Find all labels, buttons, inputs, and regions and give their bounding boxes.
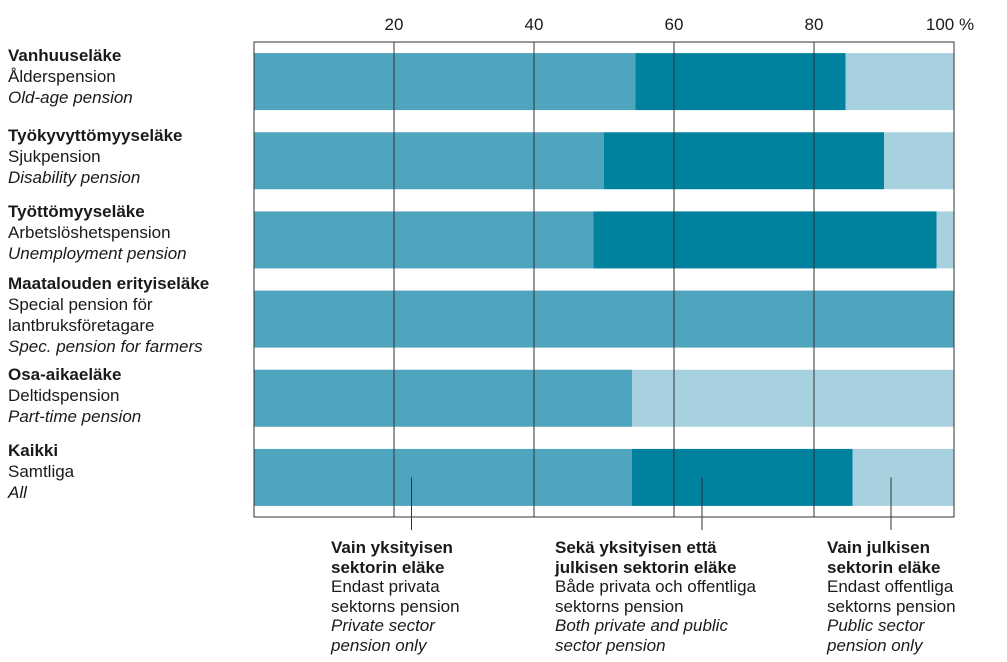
legend-label-fi: Sekä yksityisen että [555, 538, 717, 557]
plot-frame [253, 41, 955, 518]
category-name-sv: Ålderspension [8, 67, 116, 86]
category-name-fi: Kaikki [8, 441, 59, 460]
bar-segment-1-row-1 [254, 53, 636, 111]
legend-label-sv-cont: sektorns pension [331, 596, 460, 616]
x-tick-label: 40 [525, 15, 544, 34]
legend-label-en: Both private and public [555, 616, 728, 635]
category-name-fi: Vanhuuseläke [8, 46, 122, 65]
bar-segment-3-row-6 [852, 448, 954, 506]
bar-segment-1-row-6 [254, 448, 632, 506]
legend-label-en: Private sector [331, 616, 435, 635]
legend-private-only: Vain yksityisen sektorin eläke Endast pr… [331, 538, 460, 655]
category-name-sv: Arbetslöshetspension [8, 223, 171, 242]
category-name-fi: Työkyvyttömyyseläke [8, 126, 183, 145]
category-label-all: Kaikki Samtliga All [8, 440, 74, 503]
legend-label-fi-cont: sektorin eläke [331, 557, 445, 577]
category-name-en: Old-age pension [8, 88, 133, 107]
legend-label-sv: Endast privata [331, 577, 440, 596]
category-name-en: All [8, 483, 27, 502]
bar-segment-3-row-1 [845, 53, 954, 111]
bar-segment-1-row-4 [254, 290, 954, 348]
x-tick-label: 100 % [926, 15, 974, 34]
legend-public-only: Vain julkisen sektorin eläke Endast offe… [827, 538, 956, 655]
legend-label-en-cont: pension only [331, 635, 427, 655]
category-name-en: Part-time pension [8, 407, 142, 426]
category-name-sv: Special pension för [8, 295, 153, 314]
bar-segment-3-row-5 [632, 369, 954, 427]
category-name-sv: Deltidspension [8, 386, 120, 405]
x-tick-label: 80 [805, 15, 824, 34]
category-name-fi: Osa-aikaeläke [8, 365, 122, 384]
legend-label-fi-cont: sektorin eläke [827, 557, 941, 577]
bar-segment-1-row-3 [254, 211, 594, 269]
legend-label-sv: Både privata och offentliga [555, 577, 756, 596]
legend-label-fi: Vain yksityisen [331, 538, 453, 557]
legend-label-sv-cont: sektorns pension [555, 596, 684, 616]
category-name-sv: Samtliga [8, 462, 75, 481]
bar-segment-2-row-6 [632, 448, 853, 506]
legend-label-fi-cont: julkisen sektorin eläke [555, 557, 737, 577]
category-name-en: Disability pension [8, 168, 141, 187]
category-label-unemployment: Työttömyyseläke Arbetslöshetspension Une… [8, 201, 187, 264]
bar-segment-3-row-3 [936, 211, 954, 269]
legend-label-sv: Endast offentliga [827, 577, 954, 596]
x-tick-label: 20 [385, 15, 404, 34]
legend-label-en: Public sector [827, 616, 925, 635]
x-tick-labels: 20 40 60 80 100 % [385, 15, 975, 34]
category-name-en: Unemployment pension [8, 244, 187, 263]
category-name-sv-cont: lantbruksföretagare [8, 316, 155, 335]
bar-segment-1-row-2 [254, 132, 604, 190]
category-label-part-time: Osa-aikaeläke Deltidspension Part-time p… [8, 364, 141, 427]
bar-segment-3-row-2 [884, 132, 954, 190]
legend-label-en-cont: sector pension [555, 635, 666, 655]
bar-segment-2-row-1 [635, 53, 846, 111]
bar-segment-1-row-5 [254, 369, 632, 427]
category-name-fi: Työttömyyseläke [8, 202, 145, 221]
category-name-sv: Sjukpension [8, 147, 101, 166]
bars-layer [254, 53, 954, 506]
legend-both: Sekä yksityisen että julkisen sektorin e… [555, 538, 756, 655]
bar-segment-2-row-3 [593, 211, 937, 269]
x-tick-label: 60 [665, 15, 684, 34]
category-label-farmers: Maatalouden erityiseläke Special pension… [8, 273, 209, 357]
legend-label-fi: Vain julkisen [827, 538, 930, 557]
legend-pointers [411, 477, 892, 530]
legend-label-sv-cont: sektorns pension [827, 596, 956, 616]
category-label-old-age: Vanhuuseläke Ålderspension Old-age pensi… [8, 45, 133, 108]
grid-layer [393, 42, 815, 517]
bar-segment-2-row-2 [604, 132, 884, 190]
category-name-en: Spec. pension for farmers [8, 337, 203, 356]
legend-label-en-cont: pension only [827, 635, 923, 655]
category-label-disability: Työkyvyttömyyseläke Sjukpension Disabili… [8, 125, 183, 188]
category-name-fi: Maatalouden erityiseläke [8, 274, 210, 293]
